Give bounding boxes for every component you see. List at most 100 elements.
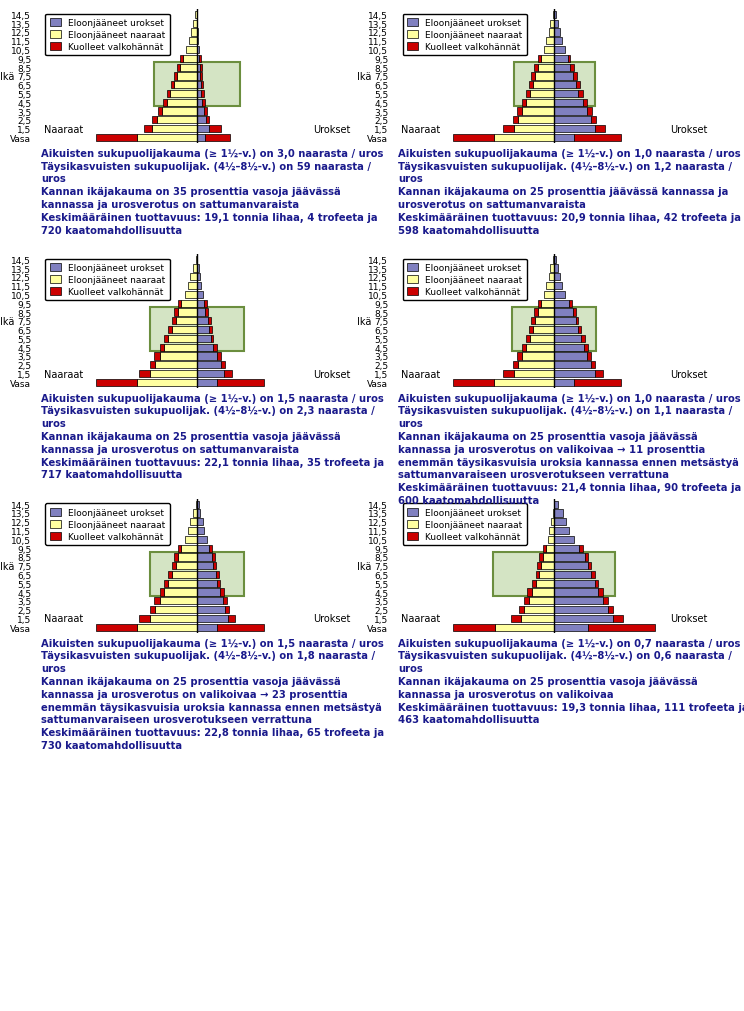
Text: Urokset: Urokset xyxy=(670,369,708,379)
Bar xyxy=(197,616,228,623)
Bar xyxy=(539,554,542,561)
Bar xyxy=(167,580,197,587)
Bar xyxy=(150,553,244,596)
Bar xyxy=(197,344,214,352)
Bar xyxy=(598,588,603,596)
Text: Urokset: Urokset xyxy=(313,369,350,379)
Bar xyxy=(170,91,197,98)
Bar xyxy=(554,519,566,526)
Bar xyxy=(204,300,207,307)
Bar xyxy=(524,607,554,614)
Bar xyxy=(197,327,209,334)
Bar xyxy=(569,300,571,307)
Bar xyxy=(454,379,494,386)
Bar xyxy=(197,56,199,63)
Bar xyxy=(554,99,583,107)
Bar xyxy=(212,554,214,561)
Bar xyxy=(573,309,576,316)
Bar xyxy=(554,134,574,142)
Bar xyxy=(209,327,212,334)
Bar xyxy=(534,65,538,72)
Text: Naaraat: Naaraat xyxy=(401,614,440,624)
Bar xyxy=(197,29,198,36)
Bar xyxy=(150,308,244,352)
Bar xyxy=(139,616,150,623)
Bar xyxy=(197,519,202,526)
Bar xyxy=(202,99,205,107)
Bar xyxy=(494,134,554,142)
Bar xyxy=(159,353,197,360)
Bar xyxy=(536,317,554,326)
Bar xyxy=(197,65,200,72)
Bar xyxy=(97,134,137,142)
Bar xyxy=(554,265,558,272)
Bar xyxy=(167,571,172,578)
Bar xyxy=(554,117,591,124)
Text: Aikuisten sukupuolijakauma (≥ 1½-v.) on 1,5 naarasta / uros
Täysikasvuisten suku: Aikuisten sukupuolijakauma (≥ 1½-v.) on … xyxy=(41,638,384,750)
Bar xyxy=(179,545,181,552)
Bar xyxy=(159,344,164,352)
Bar xyxy=(187,283,197,290)
Bar xyxy=(554,274,559,281)
Bar xyxy=(172,317,176,326)
Bar xyxy=(603,598,608,605)
Text: Aikuisten sukupuolijakauma (≥ 1½-v.) on 1,0 naarasta / uros
Täysikasvuisten suku: Aikuisten sukupuolijakauma (≥ 1½-v.) on … xyxy=(398,149,741,236)
Bar xyxy=(538,300,541,307)
Bar xyxy=(171,82,174,89)
Bar xyxy=(197,362,222,369)
Bar xyxy=(159,598,197,605)
Bar xyxy=(197,99,202,107)
Bar xyxy=(496,624,554,631)
Bar xyxy=(526,91,530,98)
Bar xyxy=(538,309,554,316)
Y-axis label: Ikä: Ikä xyxy=(0,72,15,82)
Bar xyxy=(225,607,229,614)
Bar xyxy=(216,571,219,578)
Bar xyxy=(186,47,197,55)
Bar xyxy=(137,379,197,386)
Bar xyxy=(197,309,205,316)
Bar xyxy=(594,126,606,133)
Bar xyxy=(195,12,197,19)
Bar xyxy=(208,317,211,326)
Y-axis label: Ikä: Ikä xyxy=(0,561,15,571)
Bar xyxy=(594,371,603,378)
Bar xyxy=(503,126,514,133)
Bar xyxy=(196,501,197,509)
Bar xyxy=(179,300,181,307)
Bar xyxy=(554,309,573,316)
Text: Urokset: Urokset xyxy=(313,614,350,624)
Bar xyxy=(197,588,220,596)
Bar xyxy=(172,327,197,334)
Bar xyxy=(554,501,558,509)
Bar xyxy=(554,82,576,89)
Y-axis label: Ikä: Ikä xyxy=(0,316,15,327)
Bar xyxy=(554,126,594,133)
Bar xyxy=(197,134,205,142)
Bar xyxy=(217,379,264,386)
Bar xyxy=(209,545,212,552)
Bar xyxy=(531,73,536,81)
Text: Urokset: Urokset xyxy=(670,614,708,624)
Bar xyxy=(539,571,554,578)
Bar xyxy=(214,562,216,570)
Bar xyxy=(591,117,596,124)
Bar xyxy=(174,82,197,89)
Bar xyxy=(554,588,598,596)
Bar xyxy=(493,553,615,596)
Bar xyxy=(197,73,200,81)
Bar xyxy=(584,344,588,352)
Bar xyxy=(222,598,227,605)
Legend: Eloonjääneet urokset, Eloonjääneet naaraat, Kuolleet valkohännät: Eloonjääneet urokset, Eloonjääneet naara… xyxy=(403,14,527,57)
Bar xyxy=(526,336,530,343)
Bar xyxy=(204,108,208,115)
Bar xyxy=(214,344,217,352)
Bar xyxy=(174,554,179,561)
Bar xyxy=(594,580,598,587)
Bar xyxy=(196,257,197,264)
Bar xyxy=(154,64,240,107)
Bar xyxy=(197,501,199,509)
Bar xyxy=(197,283,201,290)
Bar xyxy=(167,327,172,334)
Bar xyxy=(541,562,554,570)
